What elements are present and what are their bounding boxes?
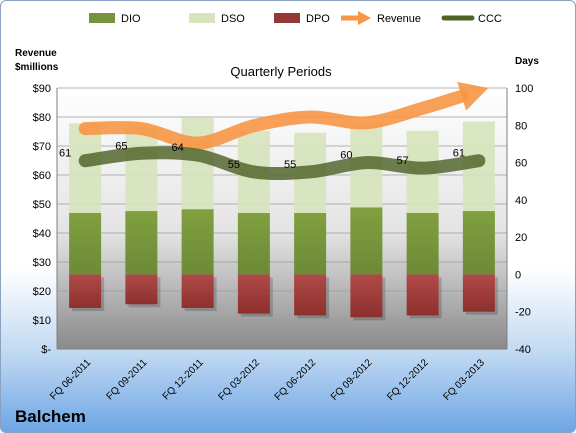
dpo-bar [350,274,383,318]
legend-label: DSO [221,13,245,25]
dio-bar [237,212,270,275]
dpo-bar [69,274,102,308]
dpo-bar [406,274,439,316]
right-tick-label: 20 [515,232,527,244]
legend-swatch [274,13,300,23]
ccc-data-label: 61 [59,148,71,160]
ccc-data-label: 64 [172,142,184,154]
legend-swatch [358,11,371,25]
right-tick-label: -40 [515,344,531,356]
legend: DIO DSO DPO Revenue CCC [89,11,502,25]
chart-title: Quarterly Periods [230,64,332,79]
legend-swatch [189,13,215,23]
legend-swatch [89,13,115,23]
legend-label: CCC [478,13,502,25]
dio-bar [181,209,214,275]
series-lines: 61 65 64 55 55 60 57 61 [59,81,489,181]
y-left-label-line2: $millions [15,62,59,73]
x-tick-label: FQ 12-2012 [385,357,431,403]
ccc-data-label: 57 [397,155,409,167]
left-tick-label: $50 [33,199,51,211]
dio-bar [406,212,439,275]
left-tick-label: $20 [33,286,51,298]
ccc-line [78,146,486,181]
dpo-bar [237,274,270,314]
left-tick-label: $10 [33,315,51,327]
dpo-bar [181,274,214,308]
left-tick-label: $60 [33,170,51,182]
ccc-data-label: 55 [228,159,240,171]
dio-bar [462,211,495,275]
right-tick-label: 80 [515,120,527,132]
ccc-data-label: 61 [453,148,465,160]
dpo-bar [125,274,158,305]
x-tick-label: FQ 12-2011 [161,357,206,402]
dio-bar [294,212,327,275]
y-left-label-line1: Revenue [15,48,57,59]
right-tick-label: 0 [515,269,521,281]
dso-bar [69,123,102,213]
ccc-data-label: 55 [284,159,296,171]
dpo-bar [294,274,327,316]
ccc-data-label: 65 [115,140,127,152]
dio-bar [125,211,158,275]
dso-bar [125,127,158,212]
right-tick-label: 40 [515,195,527,207]
left-tick-label: $40 [33,228,51,240]
y-right-label: Days [515,56,539,67]
revenue-arrowhead [457,81,489,111]
right-tick-label: 60 [515,158,527,170]
left-tick-label: $- [41,344,51,356]
x-tick-label: FQ 06-2011 [48,357,93,402]
left-tick-label: $70 [33,141,51,153]
right-tick-label: -20 [515,307,531,319]
right-tick-label: 100 [515,83,533,95]
x-tick-label: FQ 09-2011 [105,357,150,402]
x-tick-label: FQ 03-2013 [441,357,487,403]
left-tick-label: $30 [33,257,51,269]
x-tick-label: FQ 06-2012 [273,357,319,403]
legend-label: DPO [306,13,330,25]
legend-label: Revenue [377,13,421,25]
company-name: Balchem [15,407,86,426]
left-tick-label: $90 [33,83,51,95]
legend-label: DIO [121,13,141,25]
dpo-bar [462,274,495,312]
left-tick-label: $80 [33,112,51,124]
dio-bar [350,207,383,275]
dio-bar [69,212,102,275]
ccc-data-label: 60 [340,150,352,162]
x-tick-label: FQ 03-2012 [216,357,262,403]
revenue-line [78,89,469,150]
x-tick-label: FQ 09-2012 [329,357,375,403]
